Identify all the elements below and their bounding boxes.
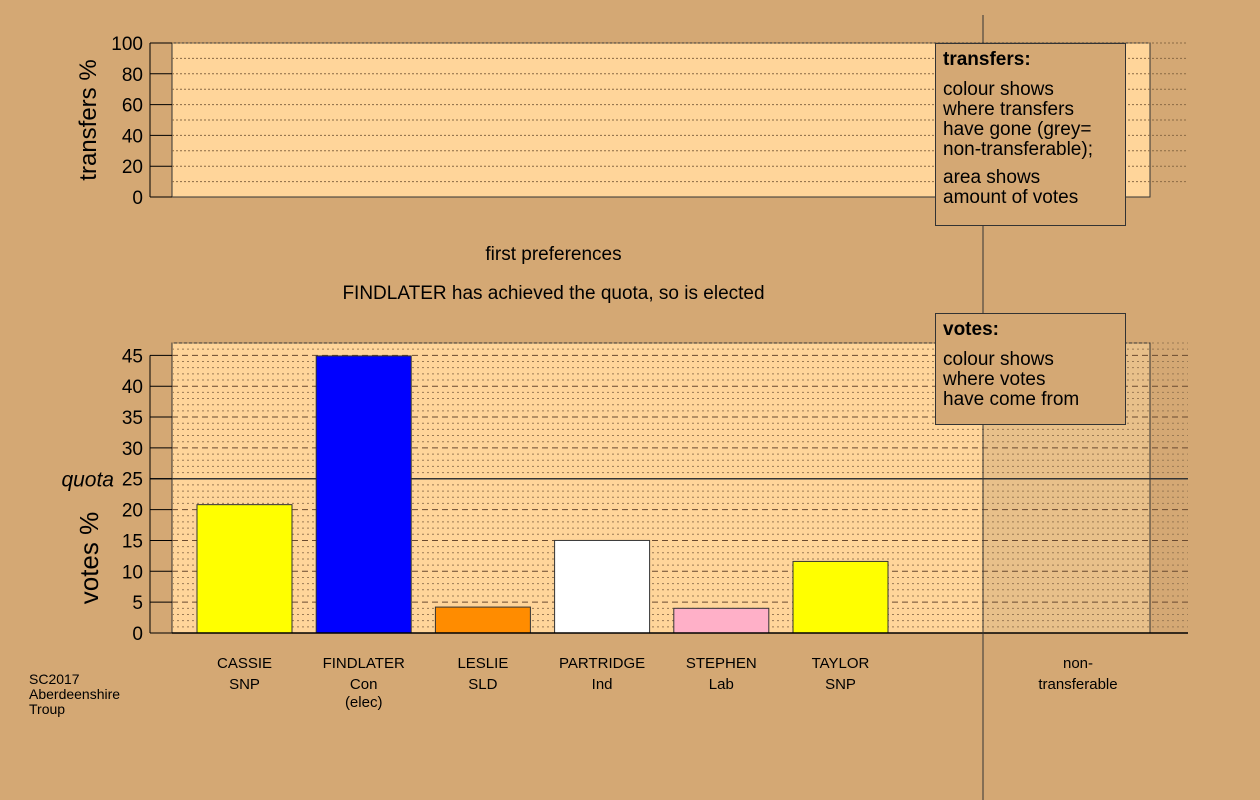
votes-tick-label: 0 (132, 624, 143, 645)
candidate-party-label: Ind (592, 676, 613, 693)
candidate-party-label: SNP (229, 676, 260, 693)
votes-legend-line: where votes (943, 369, 1046, 390)
votes-tick-label: 45 (122, 346, 143, 367)
transfers-tick-label: 40 (122, 126, 143, 147)
votes-legend: votes: colour shows where votes have com… (935, 313, 1126, 425)
footer-line: Aberdeenshire (29, 686, 121, 702)
transfers-tick-label: 100 (111, 34, 143, 55)
votes-tick-label: 20 (122, 501, 143, 522)
footer-line: Troup (29, 701, 66, 717)
transfers-legend-line: area shows (943, 167, 1041, 188)
votes-tick-label: 35 (122, 408, 143, 429)
chart-heading: first preferences (485, 244, 622, 265)
footer-line: SC2017 (29, 671, 80, 687)
candidate-name-label: PARTRIDGE (559, 655, 645, 672)
votes-tick-label: 40 (122, 377, 143, 398)
votes-legend-line: colour shows (943, 349, 1054, 370)
status-line: FINDLATER has achieved the quota, so is … (342, 283, 765, 304)
votes-tick-label: 10 (122, 562, 143, 583)
candidate-bar (434, 606, 531, 634)
footer-source: SC2017 Aberdeenshire Troup (29, 672, 120, 717)
transfers-legend-title: transfers: (943, 49, 1031, 70)
transfers-legend-line: where transfers (943, 99, 1074, 120)
transfers-legend-line: colour shows (943, 79, 1054, 100)
candidate-bar (792, 560, 889, 634)
transfers-tick-label: 60 (122, 96, 143, 117)
quota-label: quota (61, 469, 114, 492)
transfers-legend-line: have gone (grey= (943, 119, 1092, 140)
transfers-tick-label: 20 (122, 157, 143, 178)
candidate-party-label: Lab (709, 676, 734, 693)
votes-tick-label: 30 (122, 439, 143, 460)
candidate-note-label: (elec) (345, 694, 383, 711)
candidate-party-label: Con (350, 676, 378, 693)
transfers-legend: transfers: colour shows where transfers … (935, 43, 1126, 226)
nontransferable-label: transferable (1038, 676, 1117, 693)
candidate-party-label: SNP (825, 676, 856, 693)
candidate-name-label: LESLIE (457, 655, 508, 672)
candidate-name-label: TAYLOR (812, 655, 870, 672)
candidate-name-label: FINDLATER (323, 655, 405, 672)
votes-tick-label: 5 (132, 593, 143, 614)
candidate-bar (554, 539, 651, 634)
transfers-legend-line: amount of votes (943, 187, 1079, 208)
candidate-bar (673, 607, 770, 634)
votes-legend-title: votes: (943, 319, 999, 340)
transfers-legend-line: non-transferable); (943, 139, 1093, 160)
candidate-bar (315, 355, 412, 634)
nontransferable-label: non- (1063, 655, 1093, 672)
votes-chart: quota 0 5 10 15 20 25 30 35 40 45 votes % CASSIE SNP F… (61, 342, 1188, 711)
transfers-tick-label: 0 (132, 188, 143, 209)
transfers-tick-label: 80 (122, 65, 143, 86)
votes-legend-line: have come from (943, 389, 1080, 410)
votes-tick-label: 25 (122, 470, 143, 491)
candidate-bar (196, 504, 293, 634)
votes-tick-label: 15 (122, 531, 143, 552)
transfers-y-axis-label: transfers % (75, 59, 102, 180)
candidate-party-label: SLD (468, 676, 497, 693)
votes-y-axis-label: votes % (74, 512, 104, 605)
candidate-name-label: CASSIE (217, 655, 272, 672)
candidate-name-label: STEPHEN (686, 655, 757, 672)
